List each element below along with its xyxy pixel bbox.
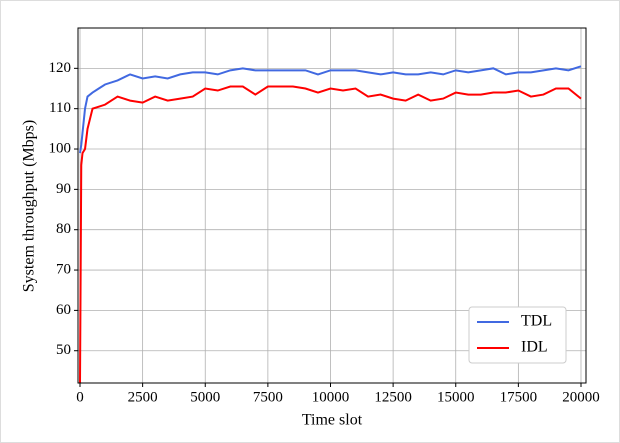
x-tick-label: 12500 — [374, 389, 412, 405]
y-tick-label: 90 — [56, 181, 71, 197]
y-tick-label: 60 — [56, 302, 71, 318]
x-tick-label: 20000 — [562, 389, 600, 405]
y-tick-label: 70 — [56, 261, 71, 277]
y-tick-label: 80 — [56, 221, 71, 237]
legend-label: TDL — [521, 313, 552, 330]
data-line — [79, 85, 582, 384]
x-tick-label: 7500 — [253, 389, 283, 405]
plot-border — [77, 27, 587, 384]
legend-label: IDL — [521, 339, 548, 356]
y-tick-label: 120 — [49, 60, 72, 76]
y-tick-label: 50 — [56, 342, 71, 358]
y-tick-label: 100 — [49, 140, 72, 156]
x-tick-label: 15000 — [437, 389, 475, 405]
x-tick-label: 17500 — [500, 389, 538, 405]
x-tick-label: 10000 — [312, 389, 350, 405]
y-axis-label: System throughput (Mbps) — [21, 120, 38, 292]
x-tick-label: 0 — [76, 389, 84, 405]
x-tick-label: 5000 — [190, 389, 220, 405]
x-axis-label: Time slot — [302, 412, 363, 429]
data-line — [79, 65, 582, 154]
x-tick-label: 2500 — [128, 389, 158, 405]
y-tick-label: 110 — [49, 100, 71, 116]
